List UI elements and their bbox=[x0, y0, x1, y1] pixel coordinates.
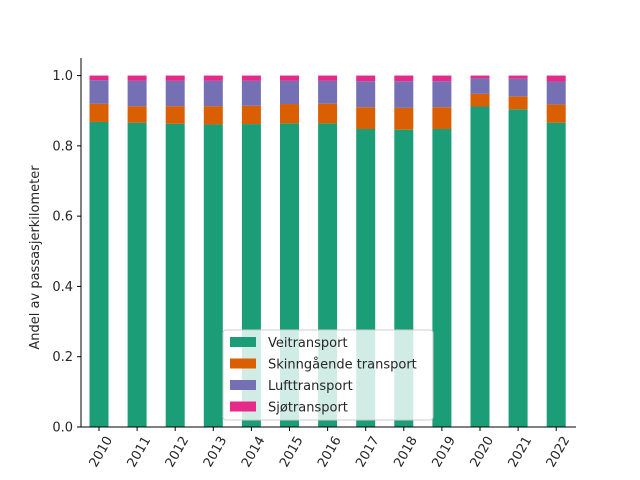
bar-2018-series-3 bbox=[394, 75, 414, 82]
y-tick-label: 0.4 bbox=[52, 280, 73, 295]
bar-2020-series-2 bbox=[470, 78, 490, 94]
legend-label-2: Lufttransport bbox=[268, 379, 353, 394]
bar-2018-series-1 bbox=[394, 107, 414, 130]
bar-2017-series-3 bbox=[356, 75, 376, 82]
bar-2019-series-3 bbox=[432, 75, 452, 82]
bar-2019-series-2 bbox=[432, 81, 452, 108]
legend-frame bbox=[222, 329, 434, 421]
legend-swatch-0 bbox=[230, 337, 256, 347]
bar-2011-series-1 bbox=[127, 106, 147, 123]
legend-swatch-1 bbox=[230, 358, 256, 369]
bar-2021-series-1 bbox=[508, 96, 528, 110]
bar-2020-series-1 bbox=[470, 93, 490, 107]
bar-2015-series-2 bbox=[280, 80, 299, 105]
bar-2011-series-2 bbox=[127, 80, 147, 107]
y-axis-label: Andel av passasjerkilometer bbox=[28, 165, 43, 350]
bar-2011-series-0 bbox=[127, 122, 147, 427]
bar-2012-series-0 bbox=[165, 123, 185, 427]
bar-2012-series-2 bbox=[165, 80, 185, 107]
bar-2015-series-3 bbox=[280, 75, 299, 81]
bar-2022-series-2 bbox=[546, 81, 566, 105]
y-tick-label: 0.0 bbox=[52, 421, 73, 436]
bar-2021-series-0 bbox=[508, 109, 528, 427]
bar-2013-series-1 bbox=[203, 106, 223, 125]
bar-2020-series-3 bbox=[470, 75, 490, 79]
bar-2013-series-0 bbox=[203, 124, 223, 428]
bar-2019-series-0 bbox=[432, 128, 452, 428]
bar-2013-series-3 bbox=[203, 75, 223, 81]
bar-2021-series-3 bbox=[508, 75, 528, 79]
legend-label-0: Veitransport bbox=[268, 336, 348, 351]
bar-2017-series-1 bbox=[356, 107, 376, 129]
bar-2022-series-1 bbox=[546, 104, 566, 123]
bar-2010-series-1 bbox=[89, 103, 109, 122]
bar-2015-series-1 bbox=[280, 104, 299, 124]
bar-2014-series-3 bbox=[241, 75, 261, 81]
bar-2010-series-3 bbox=[89, 75, 109, 81]
bar-2016-series-3 bbox=[318, 75, 338, 81]
bar-2018-series-2 bbox=[394, 81, 414, 108]
bar-2016-series-2 bbox=[318, 80, 338, 104]
legend-swatch-2 bbox=[230, 380, 256, 390]
bar-2012-series-1 bbox=[165, 106, 185, 124]
bar-2019-series-1 bbox=[432, 107, 452, 129]
legend-swatch-3 bbox=[230, 401, 256, 412]
bar-2014-series-1 bbox=[241, 105, 261, 125]
bar-2020-series-0 bbox=[470, 106, 490, 427]
y-tick-label: 0.8 bbox=[52, 139, 73, 154]
bar-2011-series-3 bbox=[127, 75, 147, 81]
bar-2012-series-3 bbox=[165, 75, 185, 81]
legend-label-1: Skinngående transport bbox=[268, 358, 417, 373]
bar-2014-series-2 bbox=[241, 80, 261, 106]
bar-2010-series-2 bbox=[89, 80, 109, 104]
bar-2010-series-0 bbox=[89, 121, 109, 428]
bar-2016-series-1 bbox=[318, 103, 338, 124]
y-tick-label: 1.0 bbox=[52, 69, 73, 84]
legend-label-3: Sjøtransport bbox=[268, 401, 348, 416]
bar-2017-series-2 bbox=[356, 81, 376, 108]
bar-2022-series-0 bbox=[546, 122, 566, 427]
y-tick-label: 0.2 bbox=[52, 350, 73, 365]
bar-2013-series-2 bbox=[203, 80, 223, 107]
bar-2022-series-3 bbox=[546, 75, 566, 82]
y-tick-label: 0.6 bbox=[52, 210, 73, 225]
bar-2021-series-2 bbox=[508, 78, 528, 97]
legend: Veitransport Skinngående transport Lufttra… bbox=[222, 329, 434, 421]
